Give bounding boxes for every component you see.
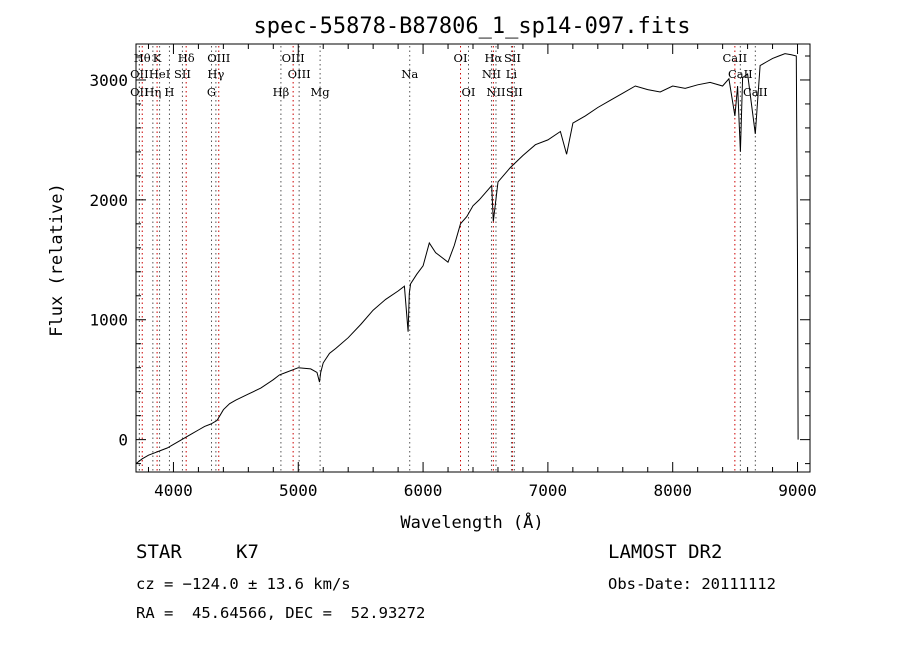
y-tick-label: 3000: [89, 71, 128, 90]
line-label-sii: SII: [506, 85, 523, 99]
line-label-oii: OII: [130, 67, 149, 81]
line-label-caii: CaII: [743, 85, 768, 99]
plot-frame: [135, 43, 811, 473]
line-label-hθ: Hθ: [134, 51, 151, 65]
line-label-oiii: OIII: [207, 51, 230, 65]
line-label-oi: OI: [462, 85, 476, 99]
line-label-oiii: OIII: [282, 51, 305, 65]
line-label-oii: OII: [130, 85, 149, 99]
line-label-nii: NII: [482, 67, 501, 81]
line-label-oi: OI: [454, 51, 468, 65]
y-axis-label: Flux (relative): [47, 183, 67, 337]
object-subclass: K7: [236, 541, 259, 563]
y-tick-label: 1000: [89, 311, 128, 330]
line-label-na: Na: [401, 67, 418, 81]
axis-tick-labels: 4000 5000 6000 7000 8000 9000 0 1000 2000 3000: [89, 71, 816, 500]
axis-ticks: [136, 44, 810, 472]
line-label-nii: NII: [486, 85, 505, 99]
line-label-hei: HeI: [149, 67, 170, 81]
line-label-caii: CaII: [728, 67, 753, 81]
line-label-hη: Hη: [144, 85, 161, 99]
line-label-hδ: Hδ: [178, 51, 195, 65]
redshift-velocity: cz = −124.0 ± 13.6 km/s: [136, 575, 351, 593]
sky-coordinates: RA = 45.64566, DEC = 52.93272: [136, 604, 426, 622]
x-tick-label: 6000: [404, 481, 443, 500]
line-label-oiii: OIII: [288, 67, 311, 81]
x-tick-label: 9000: [778, 481, 817, 500]
x-tick-label: 8000: [653, 481, 692, 500]
line-label-hα: Hα: [484, 51, 502, 65]
line-label-hγ: Hγ: [207, 67, 224, 81]
x-tick-label: 5000: [279, 481, 318, 500]
object-class: STAR: [136, 541, 182, 563]
observation-date: Obs-Date: 20111112: [608, 575, 776, 593]
line-label-g: G: [207, 85, 216, 99]
line-label-hβ: Hβ: [273, 85, 290, 99]
line-label-caii: CaII: [722, 51, 747, 65]
line-label-k: K: [153, 51, 162, 65]
survey-name: LAMOST DR2: [608, 541, 723, 563]
line-label-li: Li: [506, 67, 518, 81]
line-label-h: H: [164, 85, 174, 99]
spectral-line-markers: [138, 46, 756, 472]
line-label-sii: SII: [174, 67, 191, 81]
line-label-mg: Mg: [311, 85, 331, 99]
chart-title: spec-55878-B87806_1_sp14-097.fits: [253, 14, 690, 39]
spectrum-series-line: [135, 53, 799, 464]
y-tick-label: 0: [118, 431, 128, 450]
line-label-sii: SII: [504, 51, 521, 65]
x-axis-label: Wavelength (Å): [400, 511, 543, 533]
x-tick-label: 4000: [154, 481, 193, 500]
x-tick-label: 7000: [529, 481, 568, 500]
y-tick-label: 2000: [89, 191, 128, 210]
